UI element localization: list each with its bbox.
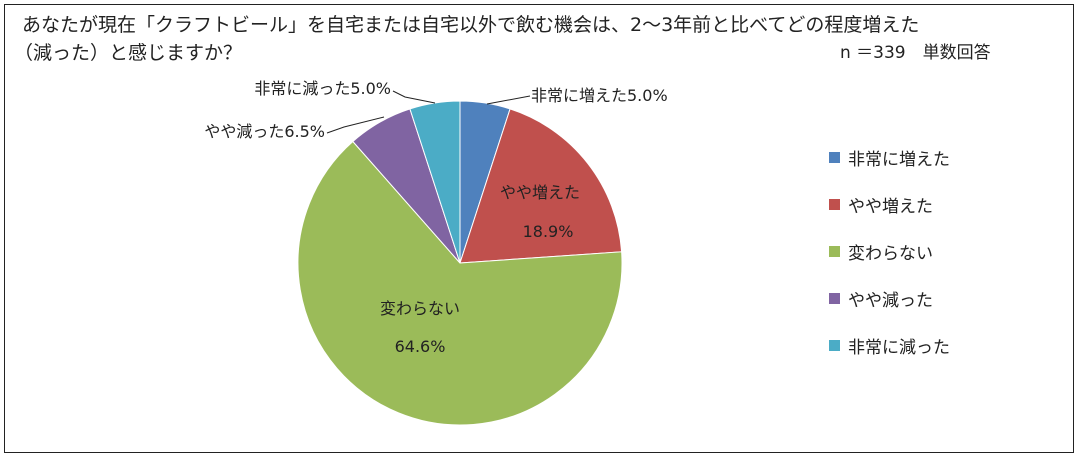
legend-swatch	[829, 199, 840, 210]
leader-line-2	[392, 90, 436, 104]
legend-label: 非常に増えた	[848, 150, 950, 170]
chart-title-line2: （減った）と感じますか？	[14, 42, 243, 64]
pie-slice-1	[459, 108, 623, 264]
data-value-slice-1: 18.9%	[523, 222, 574, 241]
legend-item: 非常に増えた	[829, 134, 950, 181]
leader-line-1	[326, 116, 385, 134]
data-label-slice-1: やや増えた	[500, 183, 580, 202]
data-value-slice-2: 64.6%	[395, 337, 446, 356]
legend-label: やや減った	[848, 291, 933, 311]
legend-item: 非常に減った	[829, 322, 950, 369]
legend-swatch	[829, 152, 840, 163]
leader-line-0	[486, 95, 531, 105]
pie-slice-2	[297, 140, 623, 426]
legend-swatch	[829, 246, 840, 257]
legend-item: 変わらない	[829, 228, 950, 275]
legend-swatch	[829, 340, 840, 351]
data-label-slice-4: 非常に減った5.0%	[254, 79, 391, 98]
data-label-slice-2: 変わらない	[380, 299, 460, 318]
chart-title-line1: あなたが現在「クラフトビール」を自宅または自宅以外で飲む機会は、2～3年前と比べ…	[22, 14, 920, 36]
legend: 非常に増えた やや増えた 変わらない やや減った 非常に減った	[829, 134, 950, 369]
legend-label: 非常に減った	[848, 338, 950, 358]
legend-label: 変わらない	[848, 244, 933, 264]
legend-swatch	[829, 293, 840, 304]
legend-item: やや増えた	[829, 181, 950, 228]
data-label-slice-3: やや減った6.5%	[204, 122, 325, 141]
sample-size-note: n ＝339 単数回答	[840, 43, 991, 63]
data-label-slice-0: 非常に増えた5.0%	[531, 86, 668, 105]
legend-label: やや増えた	[848, 197, 933, 217]
legend-item: やや減った	[829, 275, 950, 322]
